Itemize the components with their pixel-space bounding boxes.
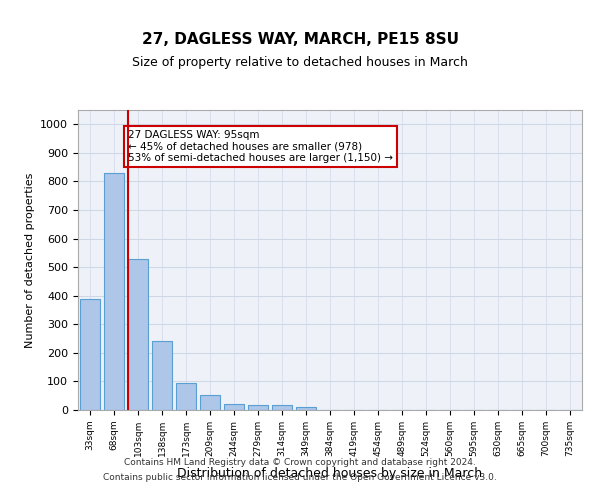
Text: 27, DAGLESS WAY, MARCH, PE15 8SU: 27, DAGLESS WAY, MARCH, PE15 8SU [142, 32, 458, 48]
Y-axis label: Number of detached properties: Number of detached properties [25, 172, 35, 348]
Bar [248, 405, 268, 410]
X-axis label: Distribution of detached houses by size in March: Distribution of detached houses by size … [178, 467, 482, 480]
Text: 27 DAGLESS WAY: 95sqm
← 45% of detached houses are smaller (978)
53% of semi-det: 27 DAGLESS WAY: 95sqm ← 45% of detached … [128, 130, 392, 163]
Bar [104, 173, 124, 410]
Text: Size of property relative to detached houses in March: Size of property relative to detached ho… [132, 56, 468, 69]
Bar [272, 406, 292, 410]
Bar [176, 383, 196, 410]
Text: Contains public sector information licensed under the Open Government Licence v3: Contains public sector information licen… [103, 473, 497, 482]
Bar [80, 298, 100, 410]
Bar [152, 342, 172, 410]
Bar [200, 395, 220, 410]
Bar [128, 258, 148, 410]
Bar [224, 404, 244, 410]
Bar [296, 407, 316, 410]
Text: Contains HM Land Registry data © Crown copyright and database right 2024.: Contains HM Land Registry data © Crown c… [124, 458, 476, 467]
